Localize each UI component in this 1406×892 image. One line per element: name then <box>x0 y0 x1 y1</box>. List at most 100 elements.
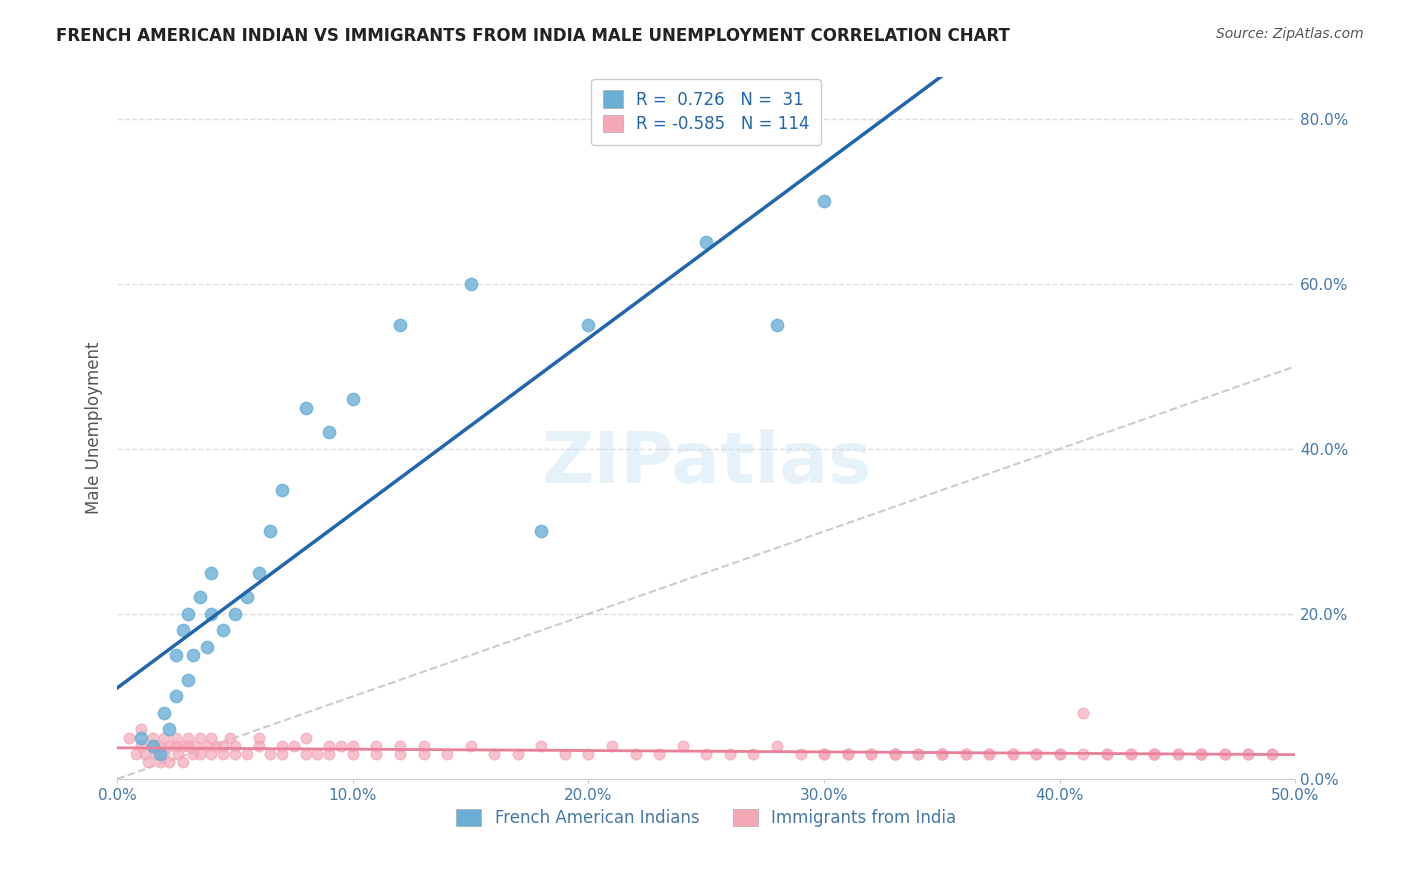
Point <box>149 739 172 753</box>
Point <box>129 731 152 745</box>
Point <box>165 648 187 662</box>
Point <box>1049 747 1071 761</box>
Point <box>460 739 482 753</box>
Point <box>1001 747 1024 761</box>
Point <box>134 747 156 761</box>
Point <box>188 731 211 745</box>
Point <box>883 747 905 761</box>
Point <box>271 747 294 761</box>
Point <box>330 739 353 753</box>
Point <box>1189 747 1212 761</box>
Point <box>167 747 190 761</box>
Point <box>136 756 159 770</box>
Point <box>157 756 180 770</box>
Point <box>318 739 340 753</box>
Point <box>1143 747 1166 761</box>
Point <box>1119 747 1142 761</box>
Point <box>366 739 388 753</box>
Text: ZIPatlas: ZIPatlas <box>541 429 872 498</box>
Point <box>1025 747 1047 761</box>
Point <box>259 747 281 761</box>
Point <box>388 739 411 753</box>
Point <box>212 624 235 638</box>
Text: FRENCH AMERICAN INDIAN VS IMMIGRANTS FROM INDIA MALE UNEMPLOYMENT CORRELATION CH: FRENCH AMERICAN INDIAN VS IMMIGRANTS FRO… <box>56 27 1010 45</box>
Point <box>141 739 163 753</box>
Point <box>530 739 553 753</box>
Point <box>129 723 152 737</box>
Point <box>1213 747 1236 761</box>
Point <box>219 731 242 745</box>
Point <box>143 747 166 761</box>
Point <box>672 739 695 753</box>
Point <box>165 739 187 753</box>
Point <box>283 739 305 753</box>
Point <box>177 673 200 687</box>
Point <box>554 747 576 761</box>
Point <box>177 739 200 753</box>
Point <box>1167 747 1189 761</box>
Point <box>1073 706 1095 720</box>
Point <box>236 747 259 761</box>
Point <box>718 747 741 761</box>
Point <box>205 739 228 753</box>
Point <box>200 607 222 621</box>
Point <box>149 756 172 770</box>
Point <box>141 731 163 745</box>
Point <box>172 624 194 638</box>
Point <box>1261 747 1284 761</box>
Point <box>907 747 929 761</box>
Point <box>236 591 259 605</box>
Point <box>813 747 835 761</box>
Point <box>1237 747 1260 761</box>
Point <box>153 731 176 745</box>
Point <box>188 591 211 605</box>
Point <box>118 731 141 745</box>
Point <box>366 747 388 761</box>
Point <box>318 747 340 761</box>
Point <box>977 747 1000 761</box>
Point <box>1095 747 1118 761</box>
Point <box>883 747 905 761</box>
Point <box>388 318 411 332</box>
Point <box>181 747 204 761</box>
Point <box>883 747 905 761</box>
Point <box>813 747 835 761</box>
Point <box>955 747 977 761</box>
Point <box>1073 747 1095 761</box>
Point <box>177 607 200 621</box>
Point <box>695 747 717 761</box>
Point <box>195 739 218 753</box>
Point <box>247 566 270 580</box>
Point <box>157 739 180 753</box>
Point <box>695 235 717 250</box>
Point <box>766 318 789 332</box>
Point <box>460 277 482 291</box>
Point <box>931 747 953 761</box>
Point <box>412 747 434 761</box>
Point <box>813 194 835 209</box>
Point <box>1189 747 1212 761</box>
Point <box>412 739 434 753</box>
Point <box>1049 747 1071 761</box>
Point <box>1261 747 1284 761</box>
Point <box>1001 747 1024 761</box>
Point <box>766 739 789 753</box>
Point <box>436 747 458 761</box>
Point <box>129 739 152 753</box>
Point <box>172 756 194 770</box>
Point <box>1143 747 1166 761</box>
Point <box>212 747 235 761</box>
Point <box>977 747 1000 761</box>
Point <box>247 739 270 753</box>
Point <box>506 747 529 761</box>
Point <box>200 566 222 580</box>
Point <box>742 747 765 761</box>
Legend: French American Indians, Immigrants from India: French American Indians, Immigrants from… <box>450 802 963 834</box>
Point <box>1213 747 1236 761</box>
Point <box>177 731 200 745</box>
Point <box>578 747 600 761</box>
Point <box>294 747 316 761</box>
Point <box>153 747 176 761</box>
Point <box>271 483 294 497</box>
Point <box>907 747 929 761</box>
